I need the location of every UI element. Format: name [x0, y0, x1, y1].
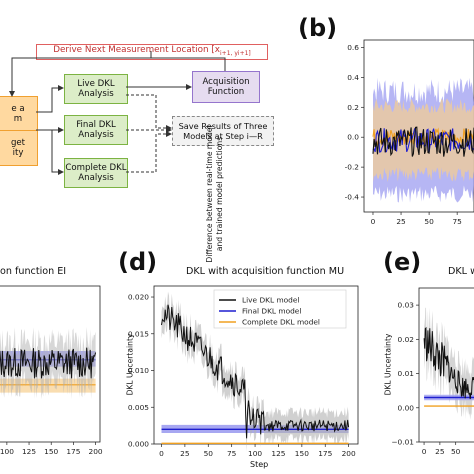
- save-results-label: Save Results of Three Models at Step i—R: [178, 121, 268, 141]
- final-dkl-box: Final DKL Analysis: [64, 115, 128, 145]
- x-tick-label: 200: [89, 447, 103, 456]
- y-tick-label: 0.6: [347, 43, 359, 52]
- x-tick-label: 50: [204, 449, 214, 458]
- chart-panel-e: 0 25 50 −0.01 0.00 0.01 0.02 0.03: [391, 287, 474, 456]
- acquisition-label: Acquisition Function: [202, 77, 250, 97]
- legend-label: Final DKL model: [242, 307, 301, 316]
- x-tick-label: 0: [159, 449, 164, 458]
- save-results-box: Save Results of Three Models at Step i—R: [172, 116, 274, 146]
- x-tick-label: 200: [342, 449, 356, 458]
- x-tick-label: 50: [424, 217, 434, 226]
- x-tick-label: 175: [318, 449, 332, 458]
- y-tick-label: 0.2: [347, 103, 359, 112]
- x-tick-label: 25: [180, 449, 190, 458]
- live-line: [372, 126, 474, 157]
- x-tick-label: 175: [66, 447, 80, 456]
- panel-b-letter: (b): [298, 14, 338, 42]
- panel-c-title: on function EI: [0, 266, 67, 277]
- y-tick-label: 0.02: [398, 335, 414, 344]
- x-tick-label: 50: [451, 447, 461, 456]
- x-tick-label: 125: [22, 447, 36, 456]
- input-box-top: e a m: [0, 96, 38, 132]
- input-bottom-label: get ity: [10, 138, 26, 158]
- y-tick-label: -0.4: [345, 193, 360, 202]
- panel-e-letter: (e): [383, 248, 422, 276]
- x-tick-label: 0: [422, 447, 427, 456]
- live-band: [0, 326, 96, 400]
- panel-e-title: DKL w: [448, 266, 474, 277]
- flowchart-arrows: [9, 51, 226, 175]
- live-dkl-box: Live DKL Analysis: [64, 74, 128, 104]
- live-line: [161, 304, 350, 439]
- chart-panel-b: 0 25 50 75 -0.4 -0.2 0.0 0.2 0.4 0.6: [345, 39, 474, 226]
- derive-location-box: Derive Next Measurement Location [xi+1, …: [36, 44, 268, 60]
- legend-label: Live DKL model: [242, 296, 299, 305]
- x-tick-label: 100: [248, 449, 262, 458]
- complete-dkl-label: Complete DKL Analysis: [65, 163, 127, 183]
- live-line: [423, 326, 474, 400]
- live-band: [161, 291, 349, 452]
- live-dkl-label: Live DKL Analysis: [77, 79, 115, 99]
- y-tick-label: 0.020: [128, 293, 149, 302]
- panel-b-ylabel: Difference between real-time model and t…: [205, 125, 224, 263]
- x-tick-label: 25: [396, 217, 406, 226]
- input-box-bottom: get ity: [0, 130, 38, 166]
- final-dkl-label: Final DKL Analysis: [76, 120, 116, 140]
- input-top-label: e a m: [11, 104, 25, 124]
- x-tick-label: 75: [227, 449, 237, 458]
- x-tick-label: 0: [371, 217, 376, 226]
- plot-frame: [0, 285, 101, 443]
- y-tick-label: 0.03: [398, 301, 415, 310]
- x-tick-label: 125: [271, 449, 285, 458]
- x-tick-label: 75: [452, 217, 462, 226]
- live-line: [0, 347, 97, 379]
- y-tick-label: -0.2: [345, 163, 359, 172]
- x-tick-label: 150: [44, 447, 58, 456]
- chart-panel-d: 0 25 50 75 100 125 150 175 200 0.000 0.005 0.010 0.0…: [128, 285, 359, 458]
- y-tick-label: −0.01: [391, 438, 414, 447]
- x-tick-label: 25: [435, 447, 445, 456]
- legend: Live DKL model Final DKL model Complete DK…: [213, 289, 347, 329]
- panel-d-xlabel: Step: [250, 460, 269, 469]
- y-tick-label: 0.00: [398, 403, 415, 412]
- plot-frame: [363, 39, 474, 213]
- derive-label: Derive Next Measurement Location [xi+1, …: [53, 45, 251, 57]
- acquisition-box: Acquisition Function: [192, 71, 260, 103]
- y-tick-label: 0.005: [128, 403, 149, 412]
- panel-d-title: DKL with acquisition function MU: [186, 266, 345, 277]
- plot-frame: [418, 287, 474, 443]
- final-line: [372, 127, 474, 153]
- y-tick-label: 0.0: [347, 133, 359, 142]
- panel-d-letter: (d): [118, 248, 158, 276]
- y-tick-label: 0.015: [128, 329, 149, 338]
- y-tick-label: 0.01: [398, 369, 415, 378]
- complete-dkl-box: Complete DKL Analysis: [64, 158, 128, 188]
- chart-panel-c: 100 125 150 175 200: [0, 285, 103, 456]
- y-tick-label: 0.4: [347, 73, 359, 82]
- x-tick-label: 100: [0, 447, 14, 456]
- x-tick-label: 150: [295, 449, 309, 458]
- legend-label: Complete DKL model: [242, 318, 320, 327]
- y-tick-label: 0.010: [128, 366, 149, 375]
- y-tick-label: 0.000: [128, 440, 149, 449]
